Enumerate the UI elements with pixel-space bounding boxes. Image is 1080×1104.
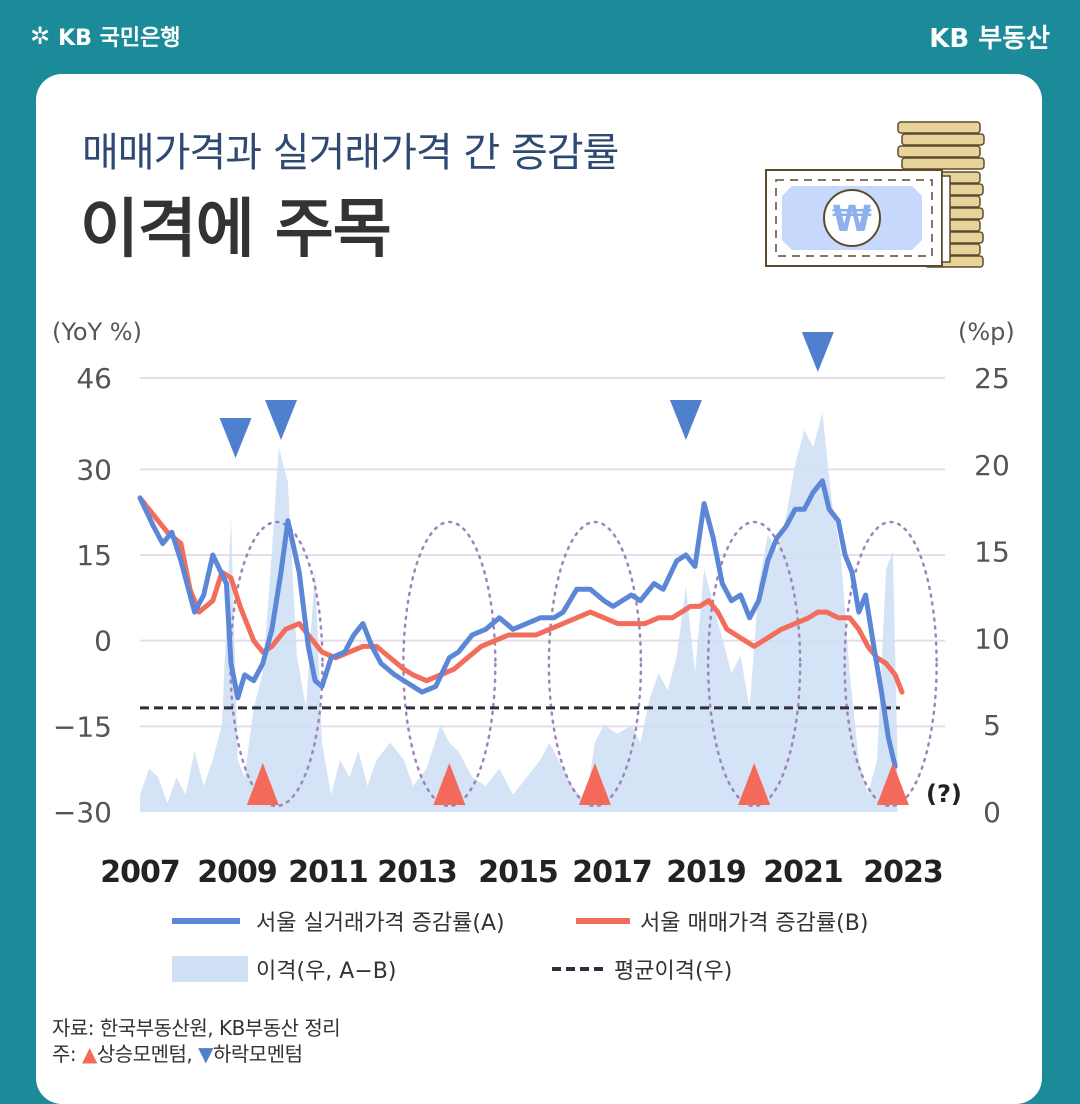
x-tick-label: 2021 (763, 855, 843, 890)
x-tick-label: 2007 (100, 855, 180, 890)
legend-a-label: 서울 실거래가격 증감률(A) (256, 911, 505, 936)
marker-note: 주: ▲상승모멘텀, ▼하락모멘텀 (52, 1038, 303, 1067)
plot-area: (?) (137, 332, 962, 812)
up-momentum-marker (578, 763, 611, 805)
y-left-tick-label: −30 (53, 796, 112, 829)
bank-logo-text: KB 국민은행 (58, 26, 181, 51)
money-coins-illustration: ₩ (765, 121, 985, 268)
y-left-tick-label: 0 (94, 625, 112, 658)
y-left-tick-label: 15 (76, 539, 112, 572)
x-tick-label: 2009 (197, 855, 277, 890)
up-momentum-marker (876, 763, 909, 805)
down-momentum-marker (219, 418, 252, 458)
y-right-tick-label: 20 (974, 449, 1010, 482)
y-left-tick-label: −15 (53, 710, 112, 743)
y-left-tick-label: 46 (76, 362, 112, 395)
y-right-tick-label: 0 (983, 796, 1001, 829)
down-momentum-marker (265, 400, 298, 440)
page-title: 이격에 주목 (80, 193, 392, 267)
series-a-line (137, 478, 898, 769)
up-momentum-marker (246, 763, 279, 805)
highlight-ellipse (706, 520, 802, 808)
right-axis-ticks: 25 20 15 10 5 0 (974, 362, 1010, 829)
legend-b-label: 서울 매매가격 증감률(B) (640, 911, 868, 936)
y-left-tick-label: 30 (76, 453, 112, 486)
note-prefix: 주: (52, 1042, 82, 1066)
gap-area-series (140, 412, 898, 812)
source-note: 자료: 한국부동산원, KB부동산 정리 (52, 1016, 341, 1040)
top-bar: ✲ KB 국민은행 KB 부동산 (0, 0, 1080, 72)
highlight-ellipse (547, 520, 643, 808)
x-tick-label: 2023 (863, 855, 943, 890)
down-triangle-icon: ▼ (198, 1042, 213, 1066)
legend: 서울 실거래가격 증감률(A) 서울 매매가격 증감률(B) 이격(우, A−B… (172, 911, 868, 984)
y-right-tick-label: 15 (974, 536, 1010, 569)
kb-real-estate-logo: KB 부동산 (929, 24, 1050, 54)
up-momentum-marker (738, 763, 771, 805)
y-right-tick-label: 10 (974, 622, 1010, 655)
series-b-line (137, 495, 905, 695)
x-tick-label: 2015 (478, 855, 558, 890)
legend-gap-swatch (172, 956, 248, 982)
page-subtitle: 매매가격과 실거래가격 간 증감률 (82, 130, 619, 176)
left-axis-ticks: 46 30 15 0 −15 −30 (53, 362, 112, 829)
up-label: 상승모멘텀, (96, 1042, 193, 1066)
x-tick-label: 2017 (572, 855, 652, 890)
kb-kookmin-bank-logo: ✲ KB 국민은행 (30, 20, 181, 52)
kb-star-icon: ✲ (30, 22, 51, 50)
down-momentum-marker (669, 400, 702, 440)
content-card: 매매가격과 실거래가격 간 증감률 이격에 주목 ₩ (36, 74, 1042, 1104)
svg-text:₩: ₩ (832, 199, 872, 240)
up-triangle-icon: ▲ (82, 1042, 97, 1066)
left-axis-label: (YoY %) (52, 318, 142, 346)
x-tick-label: 2013 (377, 855, 457, 890)
x-tick-label: 2019 (666, 855, 746, 890)
highlight-ellipse (843, 520, 938, 808)
banknote-icon: ₩ (765, 169, 951, 267)
right-axis-label: (%p) (958, 318, 1015, 346)
legend-gap-label: 이격(우, A−B) (256, 959, 396, 984)
down-label: 하락모멘텀 (213, 1042, 303, 1066)
end-question-label: (?) (926, 780, 962, 808)
legend-avg-label: 평균이격(우) (614, 959, 732, 984)
y-right-tick-label: 5 (983, 709, 1001, 742)
up-momentum-marker (433, 763, 466, 805)
y-right-tick-label: 25 (974, 362, 1010, 395)
x-tick-label: 2011 (288, 855, 368, 890)
x-axis-ticks: 2007 2009 2011 2013 2015 2017 2019 2021 2023 (100, 855, 944, 890)
highlight-ellipse (402, 520, 497, 808)
down-momentum-marker (801, 332, 834, 372)
